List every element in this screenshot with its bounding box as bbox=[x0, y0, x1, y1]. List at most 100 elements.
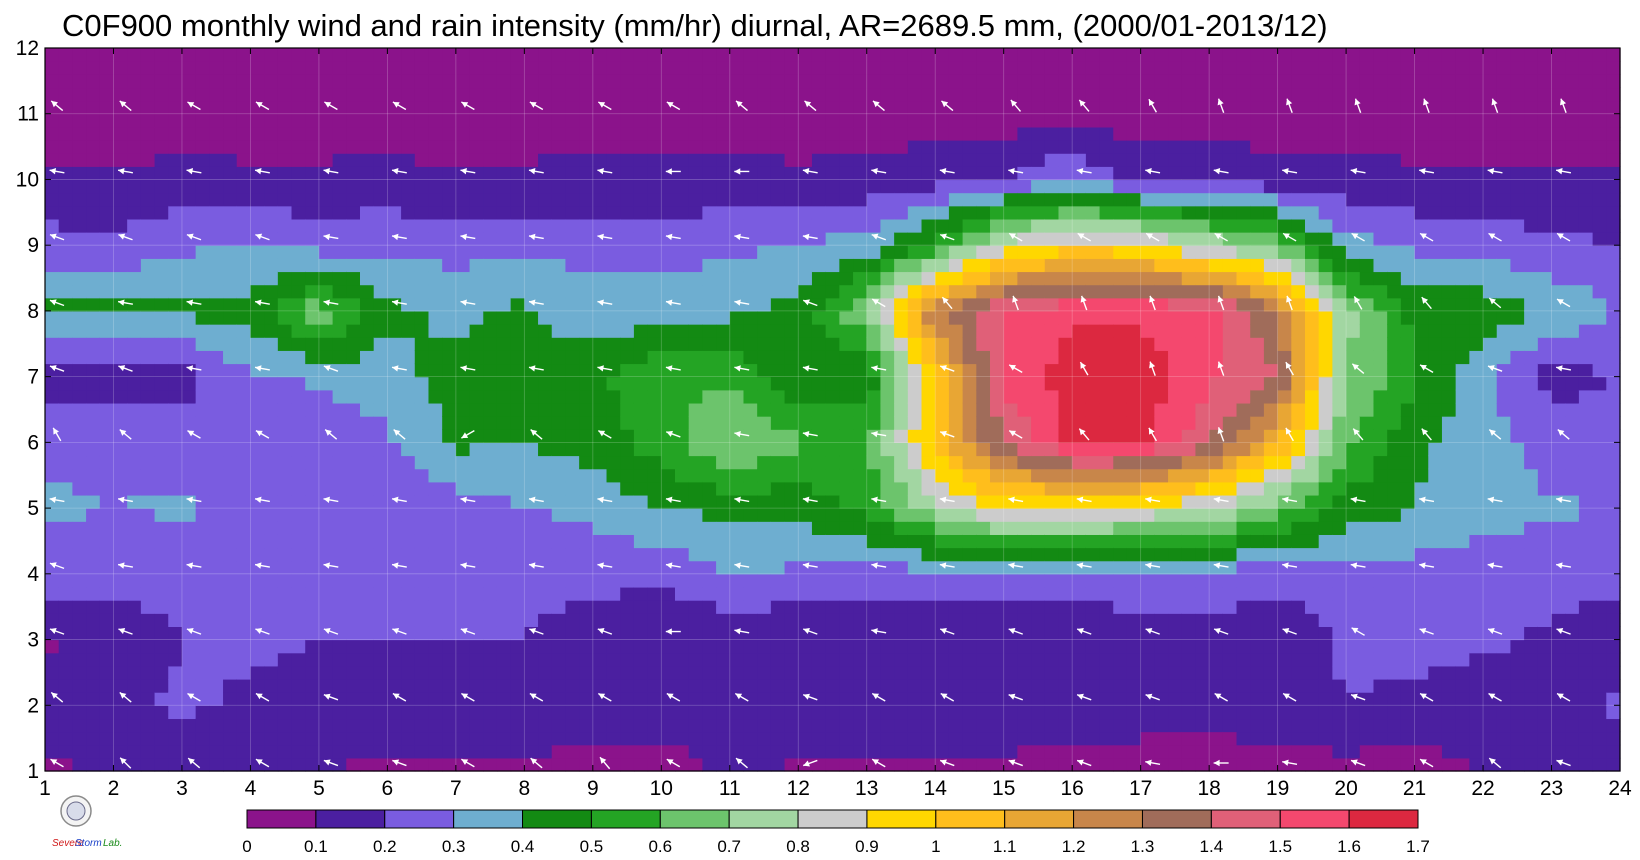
heat-cell bbox=[907, 389, 923, 404]
heat-cell bbox=[223, 363, 238, 378]
heat-cell bbox=[387, 310, 402, 325]
heat-cell bbox=[1154, 652, 1169, 667]
heat-cell bbox=[181, 74, 197, 89]
heat-cell bbox=[551, 547, 567, 562]
chart-title: C0F900 monthly wind and rain intensity (… bbox=[62, 8, 1328, 43]
heat-cell bbox=[496, 534, 512, 549]
heat-cell bbox=[113, 547, 128, 562]
heat-cell bbox=[195, 494, 210, 509]
heat-cell bbox=[1168, 573, 1183, 588]
heat-cell bbox=[305, 600, 320, 614]
heat-cell bbox=[318, 179, 334, 194]
heat-cell bbox=[1003, 481, 1018, 496]
heat-cell bbox=[140, 337, 156, 351]
heat-cell bbox=[688, 87, 703, 102]
heat-cell bbox=[757, 310, 772, 325]
heat-cell bbox=[1031, 87, 1046, 102]
heat-cell bbox=[1195, 258, 1210, 273]
heat-cell bbox=[387, 508, 402, 522]
heat-cell bbox=[716, 232, 731, 246]
heat-cell bbox=[990, 665, 1005, 680]
heat-cell bbox=[1168, 678, 1183, 693]
heat-cell bbox=[414, 179, 430, 194]
heat-cell bbox=[976, 271, 991, 286]
heat-cell bbox=[894, 718, 909, 733]
heat-cell bbox=[1209, 337, 1224, 351]
heat-cell bbox=[373, 600, 388, 614]
heatmap-cells bbox=[45, 48, 1621, 772]
heat-cell bbox=[565, 179, 580, 194]
heat-cell bbox=[45, 534, 60, 549]
heat-cell bbox=[1263, 48, 1279, 62]
heat-cell bbox=[236, 337, 252, 351]
heat-cell bbox=[866, 324, 882, 338]
heat-cell bbox=[1085, 179, 1101, 194]
heat-cell bbox=[1277, 731, 1292, 746]
heat-cell bbox=[716, 534, 731, 549]
heat-cell bbox=[360, 534, 375, 549]
heat-cell bbox=[729, 297, 745, 312]
heat-cell bbox=[538, 600, 553, 614]
heat-cell bbox=[483, 665, 498, 680]
heat-cell bbox=[990, 481, 1005, 496]
heat-cell bbox=[86, 245, 101, 259]
heat-cell bbox=[1140, 258, 1155, 273]
heat-cell bbox=[1072, 166, 1087, 181]
heat-cell bbox=[1113, 757, 1128, 772]
heat-cell bbox=[168, 337, 183, 351]
heat-cell bbox=[524, 310, 539, 325]
heat-cell bbox=[565, 100, 580, 115]
heat-cell bbox=[579, 573, 594, 588]
heat-cell bbox=[770, 573, 786, 588]
heat-cell bbox=[770, 613, 786, 627]
heat-cell bbox=[305, 494, 320, 509]
heat-cell bbox=[483, 534, 498, 549]
heat-cell bbox=[45, 140, 60, 154]
heat-cell bbox=[1031, 100, 1046, 115]
heat-cell bbox=[414, 586, 430, 601]
heat-cell bbox=[633, 560, 649, 575]
heat-cell bbox=[1222, 232, 1238, 246]
heat-cell bbox=[250, 271, 265, 286]
heat-cell bbox=[58, 245, 73, 259]
heat-cell bbox=[277, 442, 293, 457]
heat-cell bbox=[496, 639, 512, 654]
heat-cell bbox=[866, 560, 882, 575]
heat-cell bbox=[1209, 665, 1224, 680]
heat-cell bbox=[58, 310, 73, 325]
heat-cell bbox=[811, 284, 827, 299]
heat-cell bbox=[428, 271, 443, 286]
heat-cell bbox=[168, 573, 183, 588]
heat-cell bbox=[72, 350, 87, 365]
heat-cell bbox=[538, 310, 553, 325]
heat-cell bbox=[935, 48, 950, 62]
heat-cell bbox=[948, 731, 964, 746]
heat-cell bbox=[647, 586, 662, 601]
heat-cell bbox=[990, 600, 1005, 614]
heat-cell bbox=[223, 192, 238, 207]
heat-cell bbox=[58, 547, 73, 562]
heat-cell bbox=[442, 455, 457, 470]
heat-cell bbox=[524, 87, 539, 102]
heat-cell bbox=[428, 626, 443, 641]
heat-cell bbox=[743, 744, 758, 759]
heat-cell bbox=[606, 573, 621, 588]
heat-cell bbox=[1168, 140, 1183, 154]
heat-cell bbox=[757, 205, 772, 220]
heat-cell bbox=[784, 442, 799, 457]
heat-cell bbox=[633, 586, 649, 601]
heat-cell bbox=[647, 402, 662, 417]
heat-cell bbox=[866, 613, 882, 627]
heat-cell bbox=[1003, 652, 1018, 667]
heat-cell bbox=[976, 205, 991, 220]
heat-cell bbox=[743, 494, 758, 509]
heat-cell bbox=[1250, 652, 1265, 667]
heat-cell bbox=[1044, 113, 1060, 128]
heat-cell bbox=[1113, 468, 1128, 483]
heat-cell bbox=[729, 350, 745, 365]
heat-cell bbox=[72, 310, 87, 325]
heat-cell bbox=[469, 718, 484, 733]
heat-cell bbox=[1168, 692, 1183, 706]
heat-cell bbox=[414, 363, 430, 378]
heat-cell bbox=[332, 245, 347, 259]
